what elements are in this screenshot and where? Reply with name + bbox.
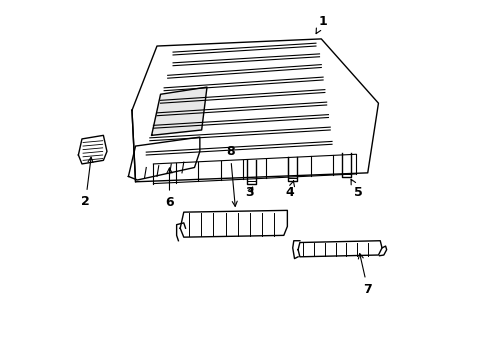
Text: 5: 5 <box>350 179 362 199</box>
Text: 2: 2 <box>81 157 93 208</box>
Polygon shape <box>78 135 107 164</box>
Text: 7: 7 <box>358 253 371 296</box>
Polygon shape <box>128 137 200 180</box>
Text: 4: 4 <box>285 181 294 199</box>
Polygon shape <box>132 39 378 182</box>
Polygon shape <box>298 241 381 257</box>
Text: 1: 1 <box>315 15 327 33</box>
Polygon shape <box>180 210 287 237</box>
Text: 8: 8 <box>225 145 237 206</box>
Polygon shape <box>151 87 206 135</box>
Text: 6: 6 <box>165 168 173 209</box>
Text: 3: 3 <box>245 186 254 199</box>
